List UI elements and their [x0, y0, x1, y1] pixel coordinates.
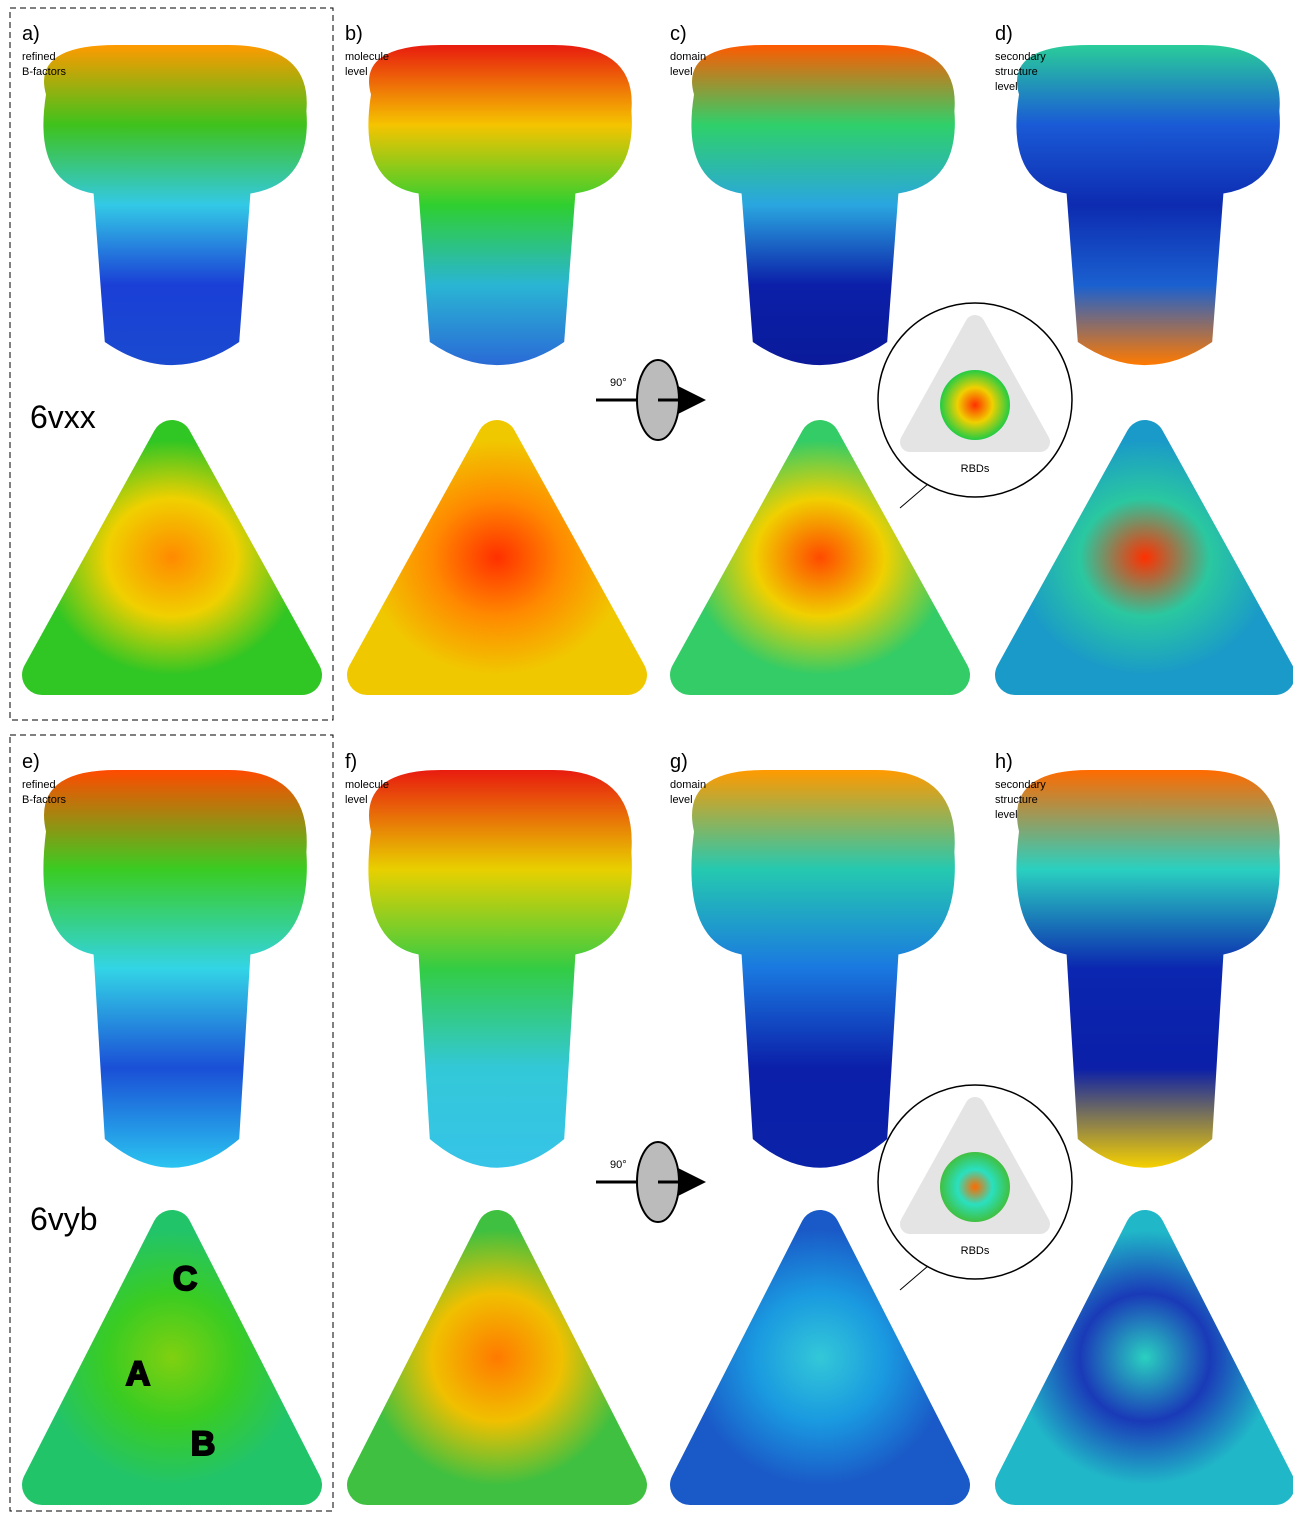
- molecule-side-view: [1016, 45, 1279, 365]
- molecule-side-view: [1016, 770, 1279, 1168]
- panel-caption: B-factors: [22, 794, 67, 806]
- panel-label: a): [22, 23, 40, 45]
- molecule-top-view: [690, 440, 950, 675]
- molecule-side-view: [368, 45, 631, 365]
- rotation-angle: 90°: [610, 1159, 627, 1171]
- inset-rbd: [940, 1152, 1010, 1222]
- molecule-side-view: [43, 770, 306, 1168]
- panel-label: f): [345, 751, 357, 773]
- panel-caption: B-factors: [22, 66, 67, 78]
- panel-caption: level: [995, 809, 1018, 821]
- panel-caption: level: [670, 66, 693, 78]
- panel-label: g): [670, 751, 688, 773]
- panel-caption: structure: [995, 794, 1038, 806]
- panel-label: h): [995, 751, 1013, 773]
- molecule-top-view: [42, 440, 302, 675]
- chain-label: C: [173, 1260, 198, 1298]
- molecule-side-view: [43, 45, 306, 365]
- panel-caption: domain: [670, 779, 706, 791]
- panel-caption: secondary: [995, 779, 1046, 791]
- inset-label: RBDs: [961, 463, 990, 475]
- panel-caption: structure: [995, 66, 1038, 78]
- rotation-angle: 90°: [610, 377, 627, 389]
- molecule-top-view: [367, 1230, 627, 1485]
- molecule-top-view: [1015, 1230, 1275, 1485]
- inset-label: RBDs: [961, 1245, 990, 1257]
- panel-caption: domain: [670, 51, 706, 63]
- panel-caption: level: [995, 81, 1018, 93]
- structure-id: 6vyb: [30, 1201, 98, 1237]
- molecule-top-view: [1015, 440, 1275, 675]
- inset-rbd: [940, 370, 1010, 440]
- panel-caption: molecule: [345, 51, 389, 63]
- molecule-side-view: [368, 770, 631, 1168]
- molecule-top-view: [690, 1230, 950, 1485]
- panel-label: c): [670, 23, 687, 45]
- panel-caption: refined: [22, 51, 56, 63]
- panel-label: e): [22, 751, 40, 773]
- panel-caption: level: [345, 66, 368, 78]
- panel-caption: secondary: [995, 51, 1046, 63]
- panel-label: b): [345, 23, 363, 45]
- panel-caption: refined: [22, 779, 56, 791]
- molecule-top-view: [367, 440, 627, 675]
- panel-label: d): [995, 23, 1013, 45]
- molecule-side-view: [691, 45, 954, 365]
- panel-caption: molecule: [345, 779, 389, 791]
- chain-label: B: [191, 1425, 216, 1463]
- chain-label: A: [126, 1355, 151, 1393]
- figure: a) refined B-factors b) molecule level c) domai…: [0, 0, 1293, 1517]
- panel-caption: level: [670, 794, 693, 806]
- structure-id: 6vxx: [30, 399, 96, 435]
- panel-caption: level: [345, 794, 368, 806]
